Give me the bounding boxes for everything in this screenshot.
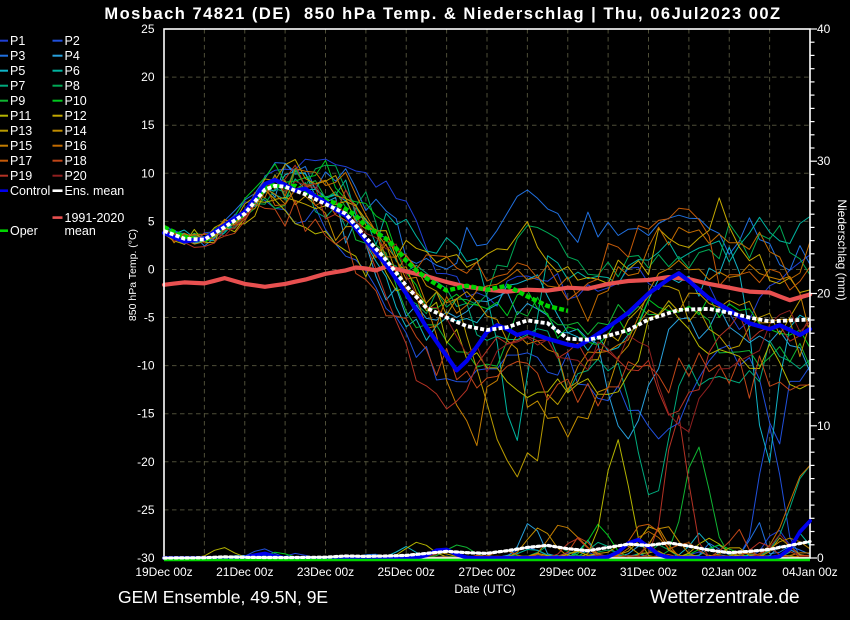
svg-text:-10: -10 — [137, 359, 155, 373]
svg-text:27Dec 00z: 27Dec 00z — [458, 565, 515, 579]
svg-text:Control: Control — [10, 184, 50, 198]
svg-text:850 hPa Temp. (°C): 850 hPa Temp. (°C) — [127, 229, 139, 321]
svg-text:29Dec 00z: 29Dec 00z — [539, 565, 596, 579]
svg-text:Mosbach 74821 (DE) 850 hPa Te: Mosbach 74821 (DE) 850 hPa Temp. & Niede… — [104, 5, 781, 23]
svg-text:Niederschlag (mm): Niederschlag (mm) — [835, 199, 849, 300]
svg-text:P3: P3 — [10, 49, 25, 63]
svg-text:19Dec 00z: 19Dec 00z — [135, 565, 192, 579]
svg-text:20: 20 — [141, 70, 155, 84]
svg-text:P4: P4 — [65, 49, 80, 63]
svg-text:P8: P8 — [65, 79, 80, 93]
svg-text:P13: P13 — [10, 124, 32, 138]
svg-text:P17: P17 — [10, 154, 32, 168]
svg-text:P6: P6 — [65, 64, 80, 78]
svg-text:P14: P14 — [65, 124, 87, 138]
svg-text:1991-2020: 1991-2020 — [65, 211, 125, 225]
svg-text:P7: P7 — [10, 79, 25, 93]
svg-text:P18: P18 — [65, 154, 87, 168]
svg-text:mean: mean — [65, 224, 96, 238]
svg-text:20: 20 — [817, 287, 831, 301]
svg-text:P12: P12 — [65, 109, 87, 123]
svg-text:Oper: Oper — [10, 224, 38, 238]
svg-text:Wetterzentrale.de: Wetterzentrale.de — [650, 587, 800, 608]
svg-text:P1: P1 — [10, 34, 25, 48]
svg-text:-20: -20 — [137, 455, 155, 469]
svg-text:-30: -30 — [137, 551, 155, 565]
svg-text:GEM Ensemble, 49.5N, 9E: GEM Ensemble, 49.5N, 9E — [118, 587, 328, 607]
svg-text:P16: P16 — [65, 139, 87, 153]
svg-text:04Jan 00z: 04Jan 00z — [782, 565, 837, 579]
svg-text:25Dec 00z: 25Dec 00z — [378, 565, 435, 579]
svg-text:-15: -15 — [137, 407, 155, 421]
svg-text:23Dec 00z: 23Dec 00z — [297, 565, 354, 579]
svg-text:-5: -5 — [144, 311, 155, 325]
svg-text:P20: P20 — [65, 169, 87, 183]
svg-text:Date (UTC): Date (UTC) — [454, 582, 515, 596]
svg-text:5: 5 — [148, 214, 155, 228]
svg-text:10: 10 — [141, 166, 155, 180]
svg-text:15: 15 — [141, 118, 155, 132]
svg-text:P2: P2 — [65, 34, 80, 48]
svg-text:10: 10 — [817, 419, 831, 433]
svg-text:P10: P10 — [65, 94, 87, 108]
svg-text:0: 0 — [817, 551, 824, 565]
svg-text:31Dec 00z: 31Dec 00z — [620, 565, 677, 579]
svg-text:-25: -25 — [137, 503, 155, 517]
svg-text:P15: P15 — [10, 139, 32, 153]
svg-text:30: 30 — [817, 154, 831, 168]
svg-text:P11: P11 — [10, 109, 31, 123]
svg-text:P19: P19 — [10, 169, 32, 183]
svg-text:P5: P5 — [10, 64, 25, 78]
svg-text:Ens. mean: Ens. mean — [65, 184, 125, 198]
svg-text:P9: P9 — [10, 94, 25, 108]
svg-text:21Dec 00z: 21Dec 00z — [216, 565, 273, 579]
svg-text:25: 25 — [141, 22, 155, 36]
svg-text:0: 0 — [148, 263, 155, 277]
svg-text:40: 40 — [817, 22, 831, 36]
svg-text:02Jan 00z: 02Jan 00z — [702, 565, 757, 579]
